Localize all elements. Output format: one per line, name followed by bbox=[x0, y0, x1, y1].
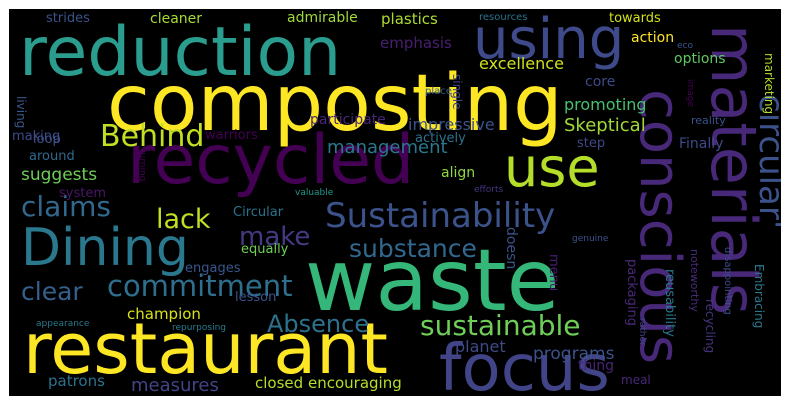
word-resources: resources bbox=[479, 12, 528, 23]
word-restaurant: restaurant bbox=[23, 308, 388, 390]
word-marketing: marketing bbox=[762, 53, 776, 115]
word-towards: towards bbox=[609, 11, 661, 26]
word-thing: thing bbox=[578, 358, 615, 374]
word-reusability: reusability bbox=[662, 269, 677, 337]
word-clear: clear bbox=[21, 277, 83, 306]
word-meal: meal bbox=[621, 373, 651, 387]
word-planet: planet bbox=[455, 337, 506, 356]
word-efforts: efforts bbox=[474, 185, 504, 195]
word-cleaner: cleaner bbox=[150, 11, 203, 27]
word-packaging: packaging bbox=[624, 259, 639, 326]
word-lesson: lesson bbox=[235, 290, 277, 305]
word-rather: rather bbox=[637, 318, 647, 346]
word-doesn: doesn bbox=[503, 227, 519, 270]
word-commitment: commitment bbox=[107, 269, 293, 303]
word-making: making bbox=[12, 129, 61, 144]
word-using: using bbox=[473, 9, 625, 72]
word-lack: lack bbox=[156, 204, 211, 235]
word-promoting: promoting bbox=[564, 95, 647, 114]
word-finally: Finally bbox=[679, 136, 724, 152]
word-noteworthy: noteworthy bbox=[688, 249, 701, 312]
word-excellence: excellence bbox=[479, 54, 564, 73]
word-options: options bbox=[674, 51, 726, 67]
word-make: make bbox=[239, 222, 311, 252]
word-repurposing: repurposing bbox=[172, 323, 226, 333]
word-sustainable: sustainable bbox=[420, 309, 581, 342]
word-patrons: patrons bbox=[48, 372, 105, 390]
word-disappointing: disappointing bbox=[722, 247, 733, 315]
word-champion: champion bbox=[127, 305, 201, 323]
word-engages: engages bbox=[185, 261, 241, 276]
word-circular: Circular bbox=[233, 205, 284, 220]
word-management: management bbox=[327, 137, 448, 158]
word-strides: strides bbox=[46, 11, 90, 26]
word-warriors: warriors bbox=[205, 128, 258, 143]
word-circular-: circular' bbox=[751, 94, 781, 230]
word-emphasis: emphasis bbox=[380, 34, 452, 52]
word-behind: Behind bbox=[100, 119, 205, 154]
word-living: living bbox=[14, 96, 28, 129]
word-waste: waste bbox=[305, 231, 560, 331]
word-cloud: waste composting restaurant recycled reducti… bbox=[9, 9, 781, 396]
word-core: core bbox=[585, 74, 616, 90]
word-appearance: appearance bbox=[36, 319, 90, 329]
word-absence: Absence bbox=[267, 310, 370, 338]
word-recycling: recycling bbox=[703, 299, 717, 354]
word-step: step bbox=[577, 136, 606, 151]
word-measures: measures bbox=[131, 375, 219, 396]
word-valuable: valuable bbox=[295, 188, 334, 198]
word-programs: programs bbox=[533, 344, 615, 364]
word-dining: Dining bbox=[21, 218, 189, 278]
word-recycled: recycled bbox=[127, 121, 415, 200]
word-menu: menu bbox=[546, 254, 561, 292]
word-participate: participate bbox=[310, 112, 386, 128]
word-reduction: reduction bbox=[19, 13, 342, 92]
word-claims: claims bbox=[21, 190, 111, 223]
word-impressive: impressive bbox=[408, 115, 495, 134]
word-system: system bbox=[59, 186, 106, 201]
word-genuine: genuine bbox=[572, 234, 609, 244]
word-single: single bbox=[450, 74, 464, 110]
word-turning: turning bbox=[137, 149, 147, 182]
word-sustainability: Sustainability bbox=[325, 196, 556, 236]
word-equally: equally bbox=[241, 242, 289, 257]
word-image: image bbox=[685, 79, 695, 108]
word-plastics: plastics bbox=[381, 10, 438, 28]
word-admirable: admirable bbox=[287, 10, 358, 26]
word-actively: actively bbox=[415, 131, 466, 146]
word-embracing: Embracing bbox=[752, 264, 766, 329]
word-place: place bbox=[425, 86, 452, 97]
word-eco: eco bbox=[677, 41, 693, 51]
word-skeptical: Skeptical bbox=[564, 115, 646, 136]
word-encouraging: encouraging bbox=[308, 374, 402, 392]
word-action: action bbox=[631, 30, 675, 46]
word-around: around bbox=[29, 149, 75, 164]
word-composting: composting bbox=[107, 59, 563, 149]
word-use: use bbox=[504, 136, 600, 199]
word-loop: loop bbox=[33, 132, 61, 147]
word-suggests: suggests bbox=[21, 165, 98, 185]
word-substance: substance bbox=[349, 234, 477, 263]
word-closed: closed bbox=[255, 374, 304, 392]
word-reality: reality bbox=[691, 114, 726, 127]
word-focus: focus bbox=[439, 332, 610, 396]
word-align: align bbox=[441, 165, 476, 181]
